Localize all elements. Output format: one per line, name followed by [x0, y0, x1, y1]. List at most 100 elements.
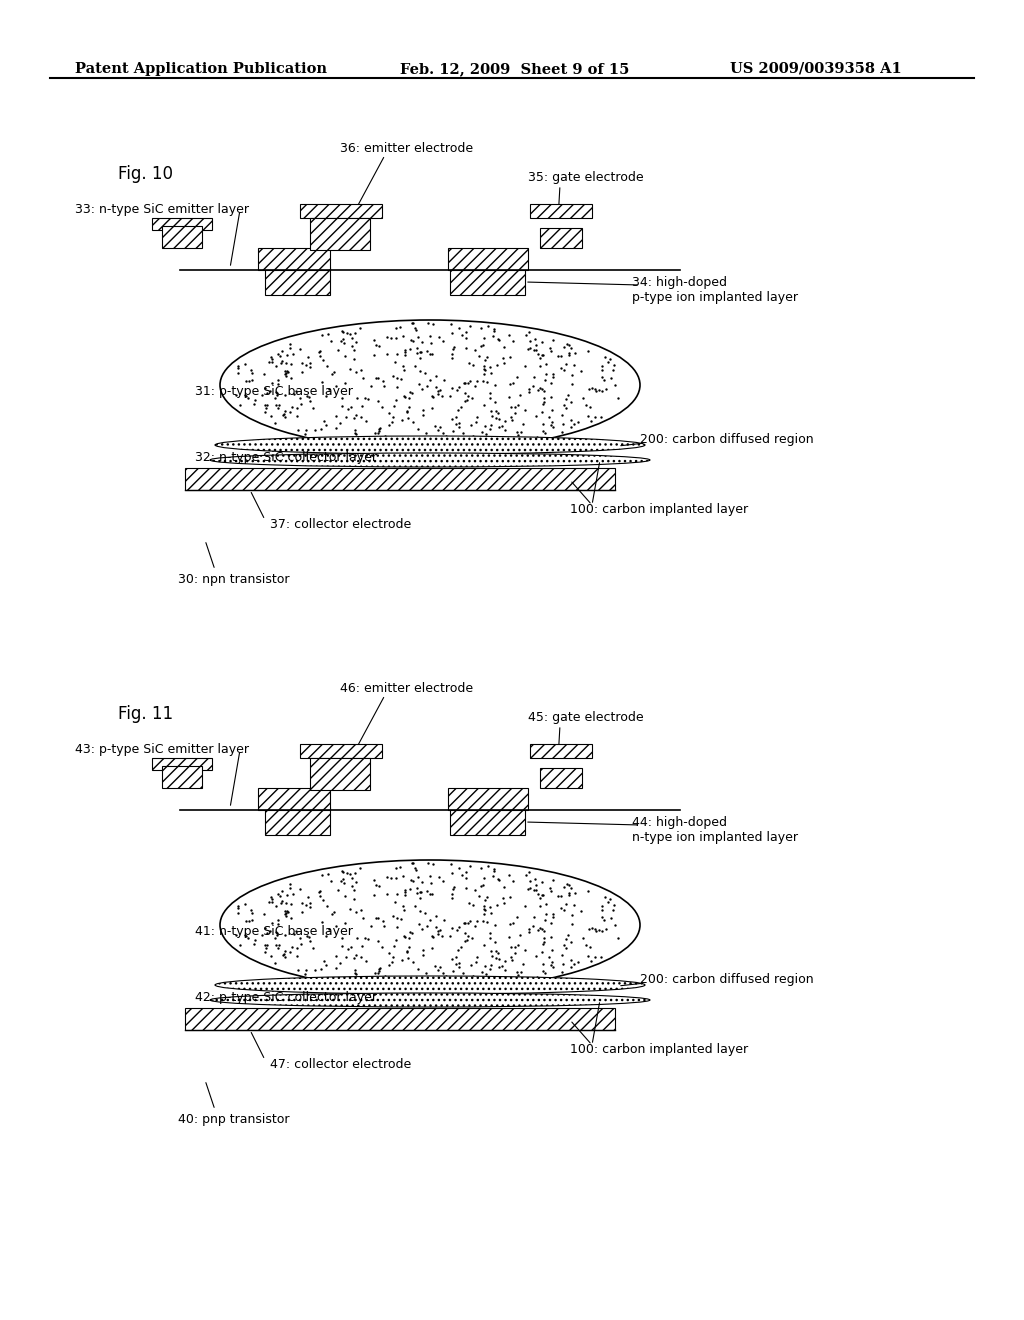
Point [444, 338, 461, 359]
Point [594, 899, 610, 920]
Point [368, 334, 384, 355]
Point [526, 880, 543, 902]
Point [520, 322, 537, 343]
Point [573, 360, 590, 381]
Point [286, 883, 302, 904]
Point [412, 888, 428, 909]
Point [544, 399, 560, 420]
Point [262, 920, 279, 941]
Bar [310, 758, 370, 789]
Point [501, 865, 517, 886]
Point [535, 413, 551, 434]
Point [497, 960, 513, 981]
Point [244, 363, 260, 384]
Point [528, 426, 545, 447]
Point [535, 953, 551, 974]
Point [263, 348, 280, 370]
Point [567, 342, 584, 363]
Point [469, 407, 485, 428]
Point [556, 395, 572, 416]
Point [560, 334, 577, 355]
Point [344, 875, 360, 896]
Point [257, 935, 273, 956]
Point [422, 326, 438, 347]
Point [258, 397, 274, 418]
Point [424, 853, 440, 874]
Point [261, 351, 278, 372]
Point [457, 383, 473, 404]
Point [385, 366, 401, 387]
Point [584, 378, 600, 399]
Bar [450, 267, 525, 294]
Point [599, 891, 615, 912]
Point [550, 886, 566, 907]
Point [323, 330, 339, 351]
Point [536, 380, 552, 401]
Point [389, 376, 406, 397]
Text: 100: carbon implanted layer: 100: carbon implanted layer [570, 503, 749, 516]
Point [477, 416, 494, 437]
Point [409, 878, 425, 899]
Point [520, 921, 537, 942]
Point [276, 400, 293, 421]
Point [356, 928, 373, 949]
Point [542, 878, 558, 899]
Point [351, 973, 368, 994]
Point [381, 403, 397, 424]
Point [495, 887, 511, 908]
Point [353, 407, 370, 428]
Point [487, 392, 504, 413]
Text: 40: pnp transistor: 40: pnp transistor [178, 1114, 290, 1126]
Point [267, 413, 284, 434]
Point [333, 413, 349, 434]
Point [462, 974, 478, 995]
Point [490, 416, 507, 437]
Point [388, 867, 404, 888]
Point [465, 425, 481, 446]
Bar [185, 469, 615, 490]
Point [528, 339, 545, 360]
Point [368, 908, 384, 929]
Text: 30: npn transistor: 30: npn transistor [178, 573, 290, 586]
Point [283, 894, 299, 915]
Point [270, 935, 287, 956]
Point [276, 407, 293, 428]
Point [538, 962, 554, 983]
Point [482, 902, 499, 923]
Point [509, 367, 525, 388]
Point [266, 387, 283, 408]
Point [434, 962, 451, 983]
Point [520, 381, 537, 403]
Point [486, 861, 503, 882]
Point [247, 389, 263, 411]
Point [386, 395, 402, 416]
Point [412, 342, 428, 363]
Point [421, 343, 437, 364]
Point [266, 928, 283, 949]
Point [279, 363, 295, 384]
Point [312, 346, 329, 367]
Point [239, 370, 255, 391]
Point [434, 385, 451, 407]
Point [278, 352, 294, 374]
Point [385, 946, 401, 968]
Point [550, 346, 566, 367]
Point [336, 873, 352, 894]
Point [294, 362, 310, 383]
Point [574, 928, 591, 949]
Point [594, 907, 610, 928]
Point [317, 954, 334, 975]
Point [565, 894, 582, 915]
Text: 46: emitter electrode: 46: emitter electrode [340, 681, 473, 694]
Point [483, 941, 500, 962]
Text: Fig. 10: Fig. 10 [118, 165, 173, 183]
Point [297, 964, 313, 985]
Point [510, 424, 526, 445]
Point [326, 902, 342, 923]
Point [338, 407, 354, 428]
Point [455, 974, 471, 995]
Point [461, 352, 477, 374]
Point [464, 388, 480, 409]
Point [543, 954, 559, 975]
Point [312, 418, 329, 440]
